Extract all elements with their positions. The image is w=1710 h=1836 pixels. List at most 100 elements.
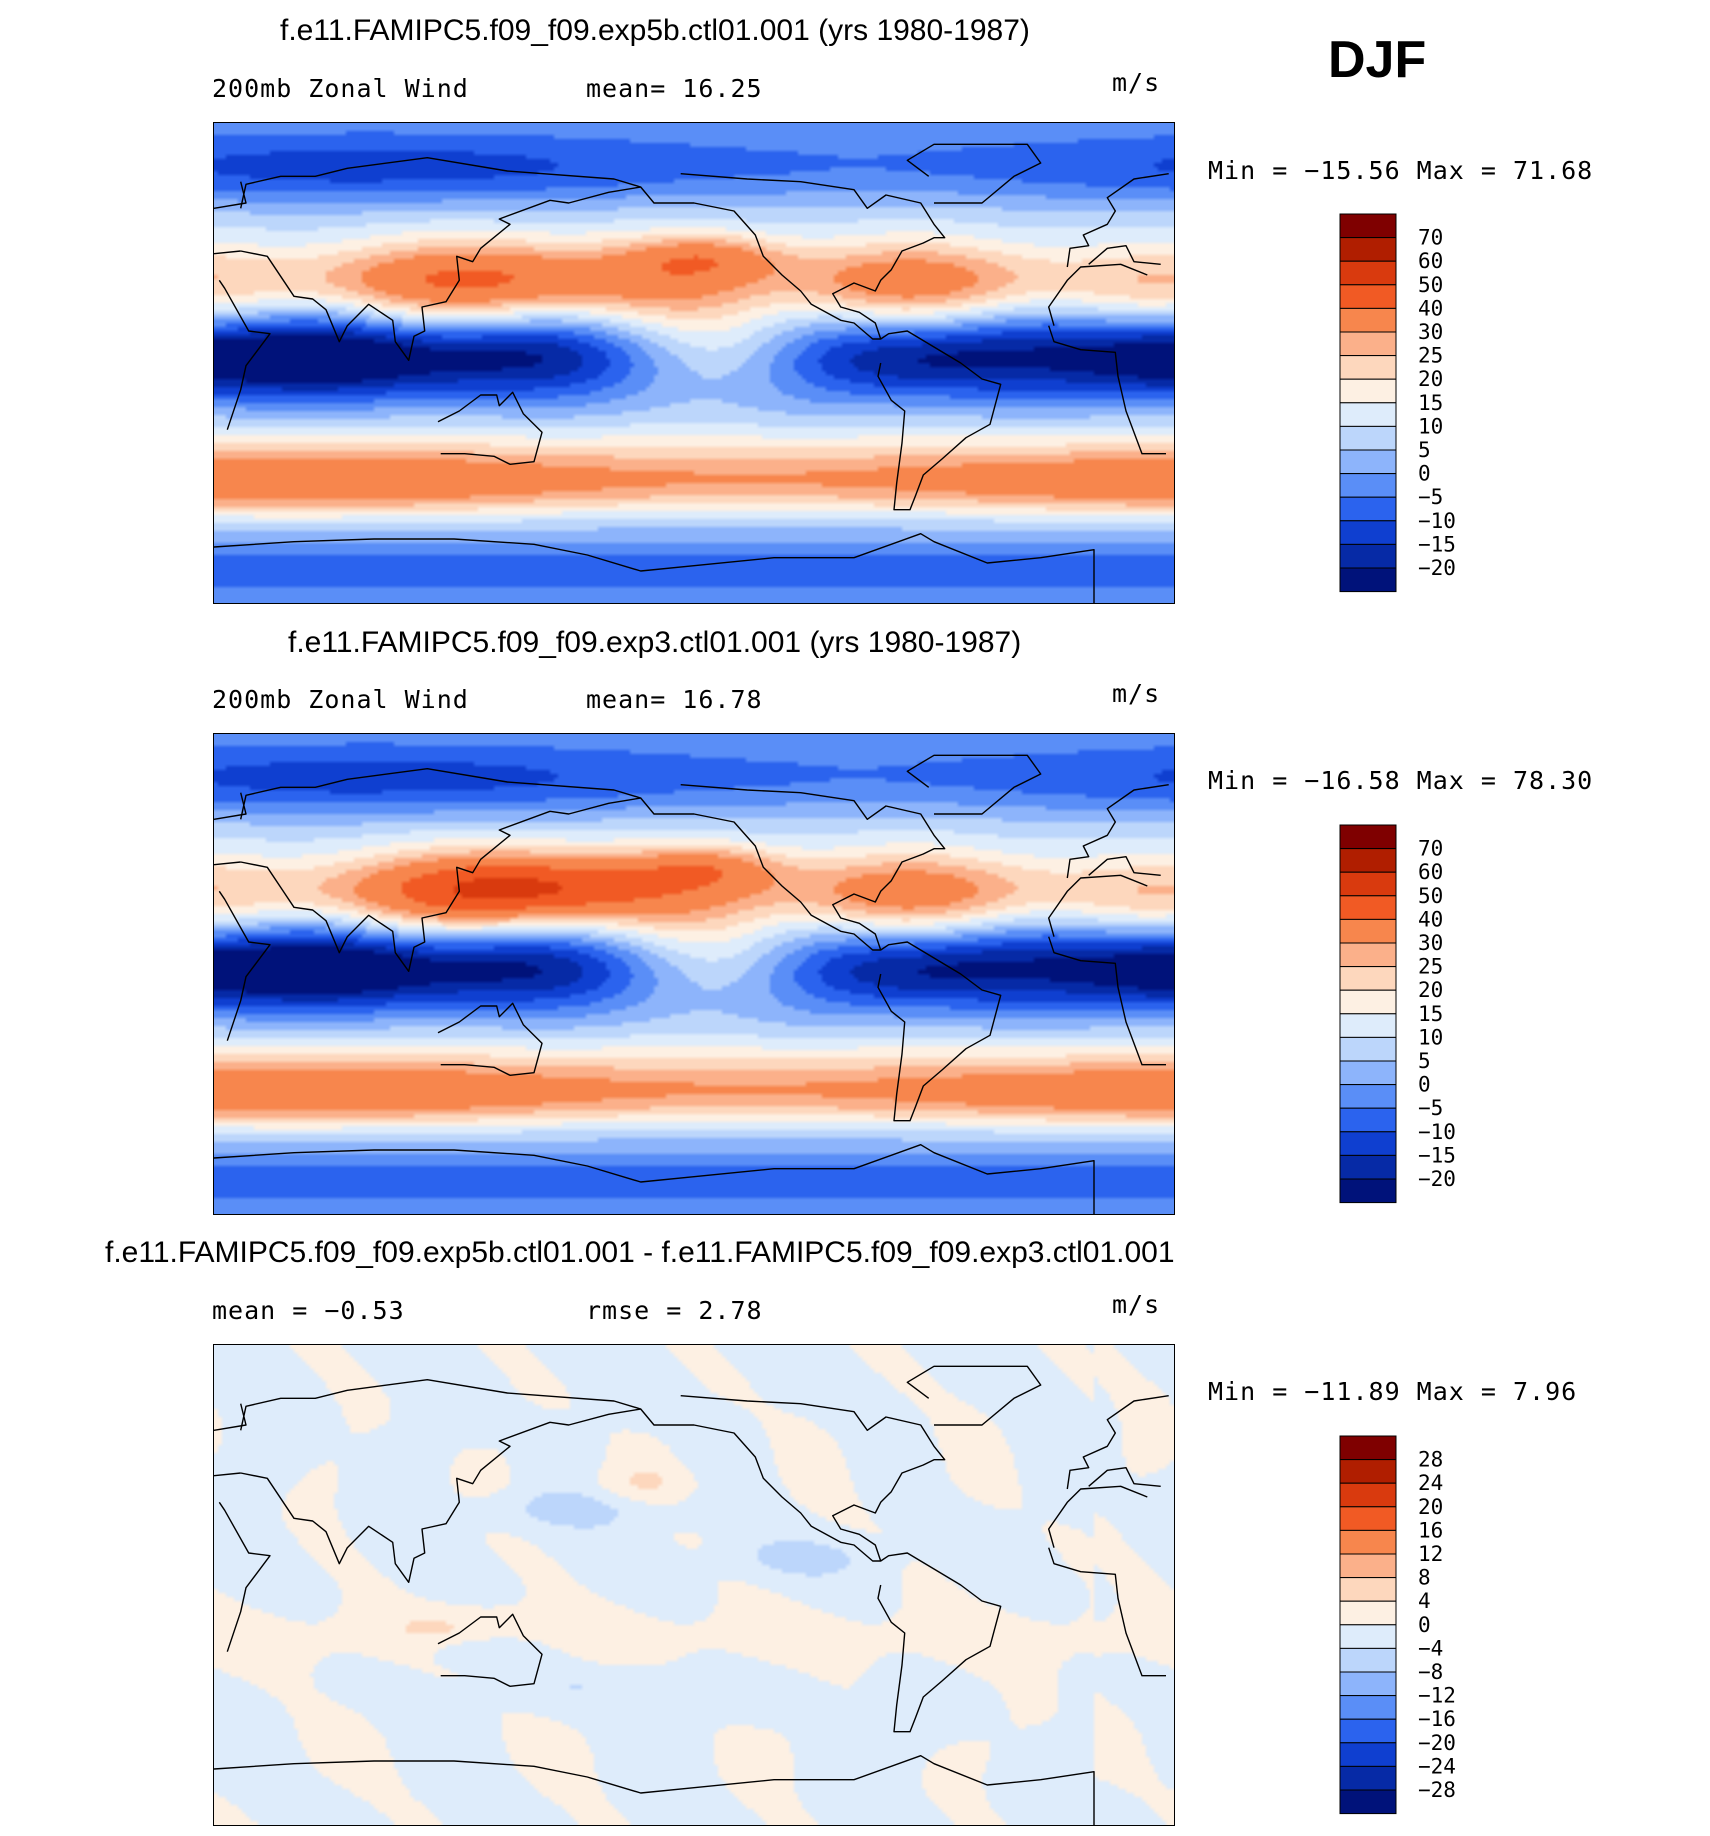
map-1-coastline — [214, 250, 241, 255]
colorbar-2-tick-label: 40 — [1418, 907, 1443, 931]
colorbar-3-tick-label: 4 — [1418, 1589, 1431, 1613]
colorbar-3-tick-label: −28 — [1418, 1778, 1456, 1802]
colorbar-1-tick-label: 40 — [1418, 296, 1443, 320]
colorbar-2-bin-13 — [1339, 1131, 1397, 1156]
colorbar-3-tick-label: 12 — [1418, 1542, 1443, 1566]
panel-1-mean-label: mean= 16.25 — [586, 74, 763, 103]
panel-1-title: f.e11.FAMIPC5.f09_f09.exp5b.ctl01.001 (y… — [280, 14, 1030, 47]
colorbar-2-tick-label: 60 — [1418, 860, 1443, 884]
colorbar-2-tick-label: 5 — [1418, 1049, 1431, 1073]
colorbar-2-bin-11 — [1339, 1084, 1397, 1109]
map-1-coastline — [214, 533, 1095, 603]
colorbar-2-bin-5 — [1339, 942, 1397, 968]
map-1-coastline — [437, 391, 543, 465]
colorbar-2-bin-7 — [1339, 989, 1397, 1015]
colorbar-2-bin-12 — [1339, 1107, 1397, 1133]
colorbar-2-tick-label: 10 — [1418, 1025, 1443, 1049]
panel-3-map — [213, 1344, 1175, 1826]
colorbar-2-bin-14 — [1339, 1154, 1397, 1180]
map-3-coastline — [1048, 1485, 1148, 1548]
colorbar-3-bin-1 — [1339, 1459, 1397, 1484]
panel-2-title: f.e11.FAMIPC5.f09_f09.exp3.ctl01.001 (yr… — [288, 626, 1022, 659]
map-3-coastline — [214, 1472, 241, 1477]
map-2-coastline — [1048, 874, 1148, 937]
colorbar-2-bin-10 — [1339, 1060, 1397, 1086]
map-2-coastline — [214, 792, 247, 820]
colorbar-2-tick-label: −15 — [1418, 1143, 1456, 1167]
colorbar-1-tick-label: 70 — [1418, 226, 1443, 250]
colorbar-2-bin-4 — [1339, 918, 1397, 944]
colorbar-1-tick-label: 25 — [1418, 344, 1443, 368]
colorbar-2-bin-0 — [1339, 824, 1397, 850]
colorbar-3-tick-label: −4 — [1418, 1636, 1443, 1660]
panel-3-rmse-label: rmse = 2.78 — [586, 1296, 763, 1325]
colorbar-1-tick-label: −5 — [1418, 485, 1443, 509]
colorbar-1-bin-14 — [1339, 543, 1397, 569]
colorbar-3-bin-8 — [1339, 1624, 1397, 1649]
colorbar-1-tick-label: 10 — [1418, 414, 1443, 438]
map-3-coastline — [640, 1395, 946, 1562]
map-2-coastline — [218, 890, 271, 1041]
colorbar-3-bin-13 — [1339, 1742, 1397, 1767]
map-1-field — [214, 123, 1174, 603]
colorbar-3-bin-14 — [1339, 1765, 1397, 1791]
map-1-coastline — [218, 279, 271, 430]
panel-1-minmax: Min = −15.56 Max = 71.68 — [1208, 156, 1594, 185]
colorbar-1-tick-label: −10 — [1418, 509, 1456, 533]
colorbar-1-tick-label: 20 — [1418, 367, 1443, 391]
colorbar-1-bin-2 — [1339, 260, 1397, 286]
map-2-coastline — [240, 768, 642, 973]
map-3-coastline — [214, 1403, 247, 1431]
colorbar-1-bin-6 — [1339, 355, 1397, 380]
map-3-coastline — [1066, 1395, 1169, 1490]
colorbar-3-bin-2 — [1339, 1482, 1397, 1508]
map-2-field — [214, 734, 1174, 1214]
panel-3-colorbar: 28 24 20 16 12 8 4 0 −4 −8 −12 −16 −20 −24 −28 — [1339, 1435, 1480, 1816]
season-label: DJF — [1328, 31, 1427, 89]
map-1-coastline — [1088, 244, 1161, 265]
colorbar-1-bin-10 — [1339, 449, 1397, 475]
colorbar-2-tick-label: 20 — [1418, 978, 1443, 1002]
colorbar-3-tick-label: 16 — [1418, 1518, 1443, 1542]
colorbar-2-tick-label: −10 — [1418, 1120, 1456, 1144]
colorbar-1-tick-label: 30 — [1418, 320, 1443, 344]
panel-1-units: m/s — [1112, 68, 1161, 97]
colorbar-1-bin-4 — [1339, 307, 1397, 333]
panel-3-mean-label: mean = −0.53 — [212, 1296, 405, 1325]
map-2-coastline — [877, 941, 1002, 1122]
colorbar-1-bin-12 — [1339, 496, 1397, 522]
map-2-coastline — [214, 1144, 1095, 1214]
colorbar-1-tick-label: 60 — [1418, 249, 1443, 273]
panel-3-units: m/s — [1112, 1290, 1161, 1319]
colorbar-1-tick-label: −15 — [1418, 532, 1456, 556]
colorbar-2-bin-2 — [1339, 871, 1397, 897]
panel-3-minmax: Min = −11.89 Max = 7.96 — [1208, 1377, 1578, 1406]
map-3-coastline — [877, 1552, 1002, 1733]
colorbar-3-bin-4 — [1339, 1529, 1397, 1555]
map-1-coastline — [1048, 325, 1166, 455]
colorbar-1-tick-label: −20 — [1418, 556, 1456, 580]
colorbar-2-bin-6 — [1339, 966, 1397, 991]
colorbar-2-tick-label: 0 — [1418, 1073, 1431, 1097]
map-3-field — [214, 1345, 1174, 1825]
colorbar-1-bin-15 — [1339, 567, 1397, 593]
panel-3-title: f.e11.FAMIPC5.f09_f09.exp5b.ctl01.001 - … — [105, 1236, 1175, 1269]
map-2-coastline — [1048, 936, 1166, 1066]
colorbar-2-bin-1 — [1339, 848, 1397, 873]
colorbar-3-bin-10 — [1339, 1671, 1397, 1697]
panel-2-variable-label: 200mb Zonal Wind — [212, 685, 469, 714]
colorbar-1-bin-9 — [1339, 425, 1397, 451]
colorbar-1-bin-8 — [1339, 402, 1397, 427]
map-3-coastline — [218, 1501, 271, 1652]
colorbar-2-tick-label: 15 — [1418, 1002, 1443, 1026]
map-3-coastline — [240, 1379, 642, 1584]
map-3-coastline — [437, 1613, 543, 1687]
panel-2-units: m/s — [1112, 679, 1161, 708]
map-2-coastline — [214, 861, 241, 866]
map-2-coastline — [437, 1002, 543, 1076]
colorbar-3-tick-label: −12 — [1418, 1684, 1456, 1708]
map-1-coastline — [640, 173, 946, 340]
colorbar-1-tick-label: 50 — [1418, 273, 1443, 297]
colorbar-2-bin-3 — [1339, 895, 1397, 920]
map-1-coastline — [877, 330, 1002, 511]
